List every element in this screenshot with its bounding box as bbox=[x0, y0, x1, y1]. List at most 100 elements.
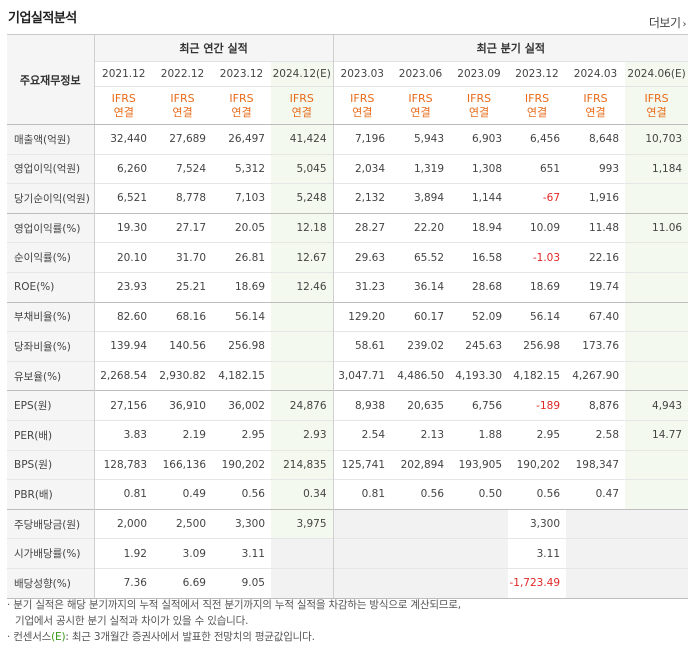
table-cell: 2.95 bbox=[212, 419, 271, 451]
table-cell: 2.95 bbox=[508, 419, 567, 451]
table-cell: 41,424 bbox=[271, 124, 334, 155]
ifrs-top: IFRS bbox=[111, 91, 136, 105]
table-cell: 2.93 bbox=[271, 419, 334, 451]
table-cell: 22.20 bbox=[391, 212, 451, 243]
ifrs-label: IFRS 연결 bbox=[625, 86, 689, 125]
table-cell: 993 bbox=[566, 153, 626, 184]
table-cell: 31.23 bbox=[332, 271, 392, 303]
table-cell: 56.14 bbox=[212, 301, 271, 332]
ifrs-bottom: 연결 bbox=[410, 105, 431, 119]
table-cell: 4,943 bbox=[625, 390, 689, 421]
table-cell: 19.30 bbox=[93, 212, 153, 243]
table-cell: 129.20 bbox=[332, 301, 392, 332]
table-cell bbox=[271, 301, 334, 332]
note-line-1: · 분기 실적은 해당 분기까지의 누적 실적에서 직전 분기까지의 누적 실적… bbox=[7, 599, 461, 611]
table-cell: 8,876 bbox=[566, 390, 626, 421]
table-cell: 56.14 bbox=[508, 301, 567, 332]
note-line-2: 기업에서 공시한 분기 실적과 차이가 있을 수 있습니다. bbox=[15, 615, 249, 627]
table-row: PER(배) 3.83 2.19 2.95 2.93 2.54 2.13 1.88 2.95 2.… bbox=[7, 419, 689, 451]
row-label: BPS(원) bbox=[7, 449, 94, 480]
table-cell bbox=[332, 567, 392, 599]
table-row: 시가배당률(%) 1.92 3.09 3.11 3.11 bbox=[7, 538, 689, 569]
table-cell: 3.11 bbox=[508, 538, 567, 569]
table-cell: 0.34 bbox=[271, 479, 334, 510]
table-cell: 3,894 bbox=[391, 183, 451, 214]
ifrs-label: IFRS 연결 bbox=[212, 86, 271, 125]
table-cell: 3.83 bbox=[93, 419, 153, 451]
table-cell: 7,196 bbox=[332, 124, 392, 155]
ifrs-label: IFRS 연결 bbox=[332, 86, 392, 125]
ifrs-bottom: 연결 bbox=[352, 105, 373, 119]
ifrs-top: IFRS bbox=[583, 91, 608, 105]
table-cell: 0.81 bbox=[93, 479, 153, 510]
table-cell: 3,047.71 bbox=[332, 360, 392, 391]
ifrs-label: IFRS 연결 bbox=[93, 86, 153, 125]
table-cell: 2.58 bbox=[566, 419, 626, 451]
table-cell: 2,500 bbox=[153, 508, 212, 539]
row-label: 유보율(%) bbox=[7, 360, 94, 391]
table-cell: 12.67 bbox=[271, 242, 334, 273]
row-label: 부채비율(%) bbox=[7, 301, 94, 332]
table-cell: 0.49 bbox=[153, 479, 212, 510]
table-row: EPS(원) 27,156 36,910 36,002 24,876 8,938 20,63… bbox=[7, 390, 689, 421]
period-header: 2023.06 bbox=[391, 61, 451, 87]
ifrs-bottom: 연결 bbox=[172, 105, 193, 119]
table-cell: 3.11 bbox=[212, 538, 271, 569]
table-cell bbox=[450, 538, 509, 569]
table-cell bbox=[566, 508, 626, 539]
note-line-3: · 컨센서스(E): 최근 3개월간 증권사에서 발표한 전망치의 평균값입니다… bbox=[7, 629, 461, 645]
table-cell: 19.74 bbox=[566, 271, 626, 303]
table-cell: 60.17 bbox=[391, 301, 451, 332]
more-link[interactable]: 더보기 › bbox=[649, 14, 687, 31]
period-header: 2023.09 bbox=[450, 61, 509, 87]
table-row: 당좌비율(%) 139.94 140.56 256.98 58.61 239.02 245.… bbox=[7, 331, 689, 362]
ifrs-top: IFRS bbox=[170, 91, 195, 105]
table-cell bbox=[625, 479, 689, 510]
ifrs-top: IFRS bbox=[524, 91, 550, 105]
table-cell: 1,144 bbox=[450, 183, 509, 214]
table-cell bbox=[271, 538, 334, 569]
table-cell: 8,648 bbox=[566, 124, 626, 155]
table-cell: 12.46 bbox=[271, 271, 334, 303]
table-cell bbox=[391, 567, 451, 599]
table-cell: 2.19 bbox=[153, 419, 212, 451]
table-cell: 5,045 bbox=[271, 153, 334, 184]
row-label: 매출액(억원) bbox=[7, 124, 94, 155]
table-cell: 25.21 bbox=[153, 271, 212, 303]
table-row: BPS(원) 128,783 166,136 190,202 214,835 125,74… bbox=[7, 449, 689, 480]
table-cell: 651 bbox=[508, 153, 567, 184]
period-header: 2024.03 bbox=[566, 61, 626, 87]
table-cell: 23.93 bbox=[93, 271, 153, 303]
ifrs-top: IFRS bbox=[408, 91, 433, 105]
table-cell: 7.36 bbox=[93, 567, 153, 599]
table-cell bbox=[271, 567, 334, 599]
table-cell: 3,300 bbox=[212, 508, 271, 539]
table-cell: 1.88 bbox=[450, 419, 509, 451]
ifrs-label: IFRS 연결 bbox=[391, 86, 451, 125]
ifrs-top: IFRS bbox=[229, 91, 254, 105]
table-cell: 16.58 bbox=[450, 242, 509, 273]
table-cell bbox=[625, 538, 689, 569]
row-label: 영업이익(억원) bbox=[7, 153, 94, 184]
row-label: PER(배) bbox=[7, 419, 94, 451]
row-label: 주당배당금(원) bbox=[7, 508, 94, 539]
table-cell: 8,938 bbox=[332, 390, 392, 421]
table-row: 순이익률(%) 20.10 31.70 26.81 12.67 29.63 65.52 16.… bbox=[7, 242, 689, 273]
table-cell: 29.63 bbox=[332, 242, 392, 273]
table-cell: 36,910 bbox=[153, 390, 212, 421]
table-row: 부채비율(%) 82.60 68.16 56.14 129.20 60.17 52.09 56… bbox=[7, 301, 689, 332]
table-cell bbox=[391, 538, 451, 569]
table-cell: 2,034 bbox=[332, 153, 392, 184]
table-cell: 24,876 bbox=[271, 390, 334, 421]
ifrs-bottom: 연결 bbox=[468, 105, 490, 119]
period-header: 2023.12 bbox=[212, 61, 271, 87]
table-cell: 173.76 bbox=[566, 331, 626, 362]
ifrs-bottom: 연결 bbox=[526, 105, 548, 119]
table-cell: 4,267.90 bbox=[566, 360, 626, 391]
ifrs-label: IFRS 연결 bbox=[508, 86, 567, 125]
row-label: PBR(배) bbox=[7, 479, 94, 510]
table-cell: 68.16 bbox=[153, 301, 212, 332]
period-header: 2022.12 bbox=[153, 61, 212, 87]
table-cell: 256.98 bbox=[212, 331, 271, 362]
table-cell: -1.03 bbox=[508, 242, 567, 273]
